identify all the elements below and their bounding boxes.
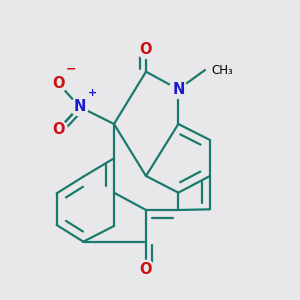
Text: O: O [140,262,152,277]
Circle shape [137,260,155,278]
Text: O: O [140,42,152,57]
Circle shape [169,80,187,98]
Text: +: + [88,88,98,98]
Text: CH₃: CH₃ [211,64,233,76]
Text: N: N [172,82,184,97]
Text: −: − [66,63,76,76]
Circle shape [49,74,67,92]
Text: N: N [73,99,86,114]
Circle shape [137,40,155,58]
Text: O: O [52,122,64,137]
Circle shape [70,98,88,116]
Circle shape [49,120,67,138]
Text: O: O [52,76,64,91]
